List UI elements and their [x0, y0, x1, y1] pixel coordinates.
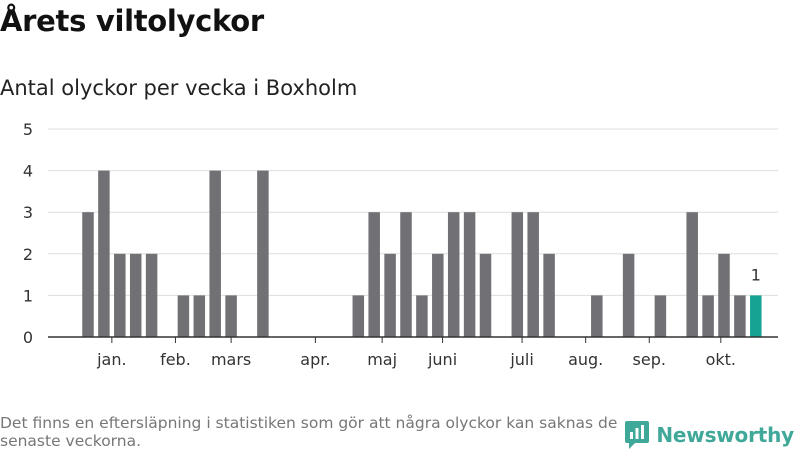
month-label: jan.	[96, 350, 126, 369]
bar-chart: 0 1 2 3 4 5 jan. feb. mars apr. maj juni juli aug. sep…	[23, 120, 778, 369]
data-label: 1	[751, 265, 761, 284]
brand-name: Newsworthy	[656, 423, 794, 447]
bar	[384, 253, 396, 337]
y-tick-label: 0	[23, 328, 33, 347]
bar	[447, 212, 460, 337]
brand-logo[interactable]: Newsworthy	[624, 419, 794, 451]
bar	[114, 253, 126, 337]
bar	[479, 253, 492, 337]
bar	[400, 212, 412, 337]
bar	[352, 295, 365, 337]
y-tick-label: 3	[23, 203, 33, 222]
bar	[750, 295, 762, 337]
bar	[129, 253, 142, 337]
month-label: apr.	[300, 350, 330, 369]
month-label: juni	[427, 350, 457, 369]
bar	[654, 295, 667, 337]
chart-title: Årets viltolyckor	[0, 4, 264, 38]
bar	[702, 295, 714, 337]
bar	[82, 212, 94, 337]
bar	[591, 295, 603, 337]
bar	[686, 212, 698, 337]
footnote: Det finns en eftersläpning i statistiken…	[0, 414, 618, 450]
bar	[209, 170, 221, 337]
month-label: juli	[509, 350, 533, 369]
bar	[622, 253, 635, 337]
y-tick-label: 1	[23, 286, 33, 305]
bar	[177, 295, 190, 337]
bar	[718, 253, 730, 337]
bar	[527, 212, 539, 337]
month-label: mars	[211, 350, 251, 369]
month-label: aug.	[568, 350, 603, 369]
y-tick-label: 4	[23, 162, 33, 181]
bar	[511, 212, 524, 337]
bar	[543, 253, 555, 337]
bar	[98, 170, 110, 337]
bar	[463, 212, 476, 337]
month-label: maj	[367, 350, 397, 369]
bar	[734, 295, 746, 337]
bar	[416, 295, 428, 337]
y-tick-label: 5	[23, 120, 33, 139]
bar	[368, 212, 380, 337]
chart-subtitle: Antal olyckor per vecka i Boxholm	[0, 76, 358, 100]
y-tick-label: 2	[23, 245, 33, 264]
month-label: okt.	[706, 350, 736, 369]
month-label: feb.	[160, 350, 191, 369]
bar	[432, 253, 444, 337]
bar	[225, 295, 237, 337]
bar	[193, 295, 206, 337]
month-label: sep.	[633, 350, 666, 369]
bar	[257, 170, 269, 337]
newsworthy-logo-icon	[625, 421, 650, 449]
bar	[145, 253, 158, 337]
